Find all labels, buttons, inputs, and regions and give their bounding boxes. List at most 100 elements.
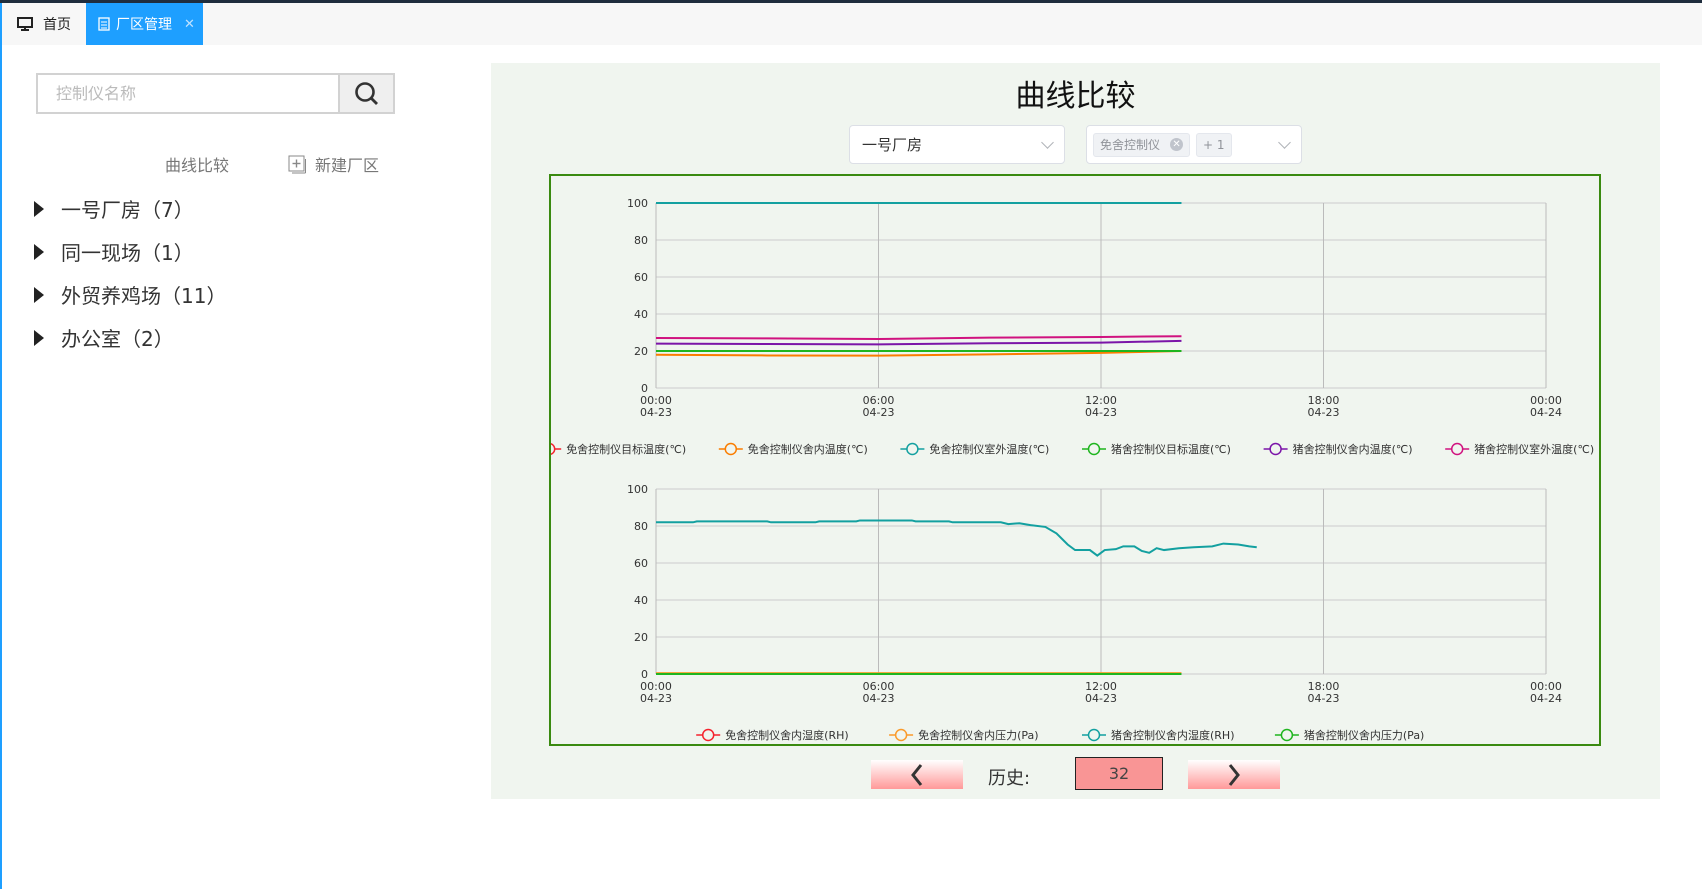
legend-circle-icon xyxy=(1269,442,1282,456)
legend-item[interactable]: 免舍控制仪舍内压力(Pa) xyxy=(889,728,1039,742)
expand-triangle-icon[interactable] xyxy=(34,243,44,260)
history-prev-button[interactable] xyxy=(871,760,963,789)
history-label: 历史: xyxy=(988,768,1031,789)
x-tick-label: 04-23 xyxy=(1085,406,1117,419)
window-top-bar xyxy=(0,0,1702,3)
chevron-down-icon xyxy=(1278,136,1291,149)
y-tick-label: 80 xyxy=(634,234,648,247)
legend-label: 免舍控制仪舍内湿度(RH) xyxy=(725,728,849,742)
legend-circle-icon xyxy=(701,728,715,742)
remove-chip-icon[interactable]: ✕ xyxy=(1170,138,1184,151)
tab-home-label: 首页 xyxy=(43,17,71,33)
more-count-chip: + 1 xyxy=(1196,132,1232,157)
tab-bar: 首页 厂区管理 ✕ xyxy=(2,3,1702,45)
legend-label: 猪舍控制仪舍内温度(℃) xyxy=(1293,442,1413,456)
legend-label: 免舍控制仪舍内温度(℃) xyxy=(748,442,868,456)
y-tick-label: 0 xyxy=(641,668,648,681)
x-tick-label: 04-23 xyxy=(1085,692,1117,705)
series-line xyxy=(655,350,1182,357)
expand-triangle-icon[interactable] xyxy=(34,200,44,217)
legend-circle-icon xyxy=(894,728,908,742)
legend-item[interactable]: 猪舍控制仪舍内压力(Pa) xyxy=(1274,728,1424,742)
chart-1: 02040608010000:0004-2306:0004-2312:0004-… xyxy=(537,197,1594,456)
x-tick-label: 00:00 xyxy=(1530,394,1562,407)
tree-node-chicken-farm[interactable]: 外贸养鸡场（11） xyxy=(34,280,226,309)
controller-multiselect[interactable]: 免舍控制仪 ✕ + 1 xyxy=(1086,125,1302,164)
legend-circle-icon xyxy=(724,442,738,456)
legend-item[interactable]: 猪舍控制仪舍内温度(℃) xyxy=(1263,442,1413,456)
legend-item[interactable]: 免舍控制仪舍内湿度(RH) xyxy=(696,728,849,742)
tree-node-label: 办公室（2） xyxy=(61,327,174,351)
factory-select[interactable]: 一号厂房 xyxy=(849,125,1065,164)
x-tick-label: 04-24 xyxy=(1530,692,1562,705)
factory-select-value: 一号厂房 xyxy=(862,136,923,154)
chart-container: 0 20 40 60 80 100 00:00 04-23 06:00 04-23 12:00 04-… xyxy=(537,174,1601,746)
chevron-right-icon xyxy=(1228,763,1240,786)
y-tick-label: 0 xyxy=(641,382,648,395)
tree-node-label: 同一现场（1） xyxy=(61,241,194,265)
expand-triangle-icon[interactable] xyxy=(34,329,44,346)
chip-label: 免舍控制仪 xyxy=(1100,138,1161,152)
y-tick-label: 60 xyxy=(634,271,648,284)
legend-item[interactable]: 免舍控制仪舍内温度(℃) xyxy=(718,442,868,456)
x-tick-label: 04-23 xyxy=(1308,406,1340,419)
x-tick-label: 06:00 xyxy=(863,394,895,407)
legend-circle-icon xyxy=(906,442,919,456)
x-tick-label: 04-23 xyxy=(863,406,895,419)
x-tick-label: 06:00 xyxy=(863,680,895,693)
history-next-button[interactable] xyxy=(1188,760,1280,789)
document-icon xyxy=(98,17,110,31)
y-tick-label: 20 xyxy=(634,345,648,358)
y-tick-label: 80 xyxy=(634,520,648,533)
close-tab-icon[interactable]: ✕ xyxy=(184,16,195,32)
x-tick-label: 12:00 xyxy=(1085,394,1117,407)
curve-compare-link[interactable]: 曲线比较 xyxy=(165,156,230,175)
add-box-icon xyxy=(288,155,306,173)
legend-label: 猪舍控制仪室外温度(℃) xyxy=(1474,442,1594,456)
legend-item[interactable]: 猪舍控制仪目标温度(℃) xyxy=(1082,442,1231,456)
tree-node-building-1[interactable]: 一号厂房（7） xyxy=(34,194,194,223)
legend-item[interactable]: 免舍控制仪室外温度(℃) xyxy=(900,442,1049,456)
x-tick-label: 04-24 xyxy=(1530,406,1562,419)
new-area-button[interactable]: 新建厂区 xyxy=(288,152,379,176)
charts-svg: 02040608010000:0004-2306:0004-2312:0004-… xyxy=(537,197,1594,742)
expand-triangle-icon[interactable] xyxy=(34,286,44,303)
series-line xyxy=(655,335,1182,340)
chevron-down-icon xyxy=(1041,136,1054,149)
tree-node-label: 外贸养鸡场（11） xyxy=(61,284,227,308)
search-icon xyxy=(354,81,378,105)
legend-circle-icon xyxy=(542,442,556,456)
chart-2: 02040608010000:0004-2306:0004-2312:0004-… xyxy=(627,483,1562,742)
legend-circle-icon xyxy=(1280,728,1294,742)
x-tick-label: 18:00 xyxy=(1308,680,1340,693)
x-tick-label: 04-23 xyxy=(863,692,895,705)
x-tick-label: 00:00 xyxy=(1530,680,1562,693)
legend-item[interactable]: 猪舍控制仪舍内湿度(RH) xyxy=(1082,728,1235,742)
tree-node-same-site[interactable]: 同一现场（1） xyxy=(34,237,194,266)
legend-circle-icon xyxy=(1450,442,1464,456)
legend-item[interactable]: 猪舍控制仪室外温度(℃) xyxy=(1445,442,1594,456)
legend-circle-icon xyxy=(1087,728,1101,742)
new-area-label: 新建厂区 xyxy=(315,156,380,175)
legend-item[interactable]: 免舍控制仪目标温度(℃) xyxy=(537,442,686,456)
x-tick-label: 04-23 xyxy=(1308,692,1340,705)
legend-label: 猪舍控制仪舍内压力(Pa) xyxy=(1304,728,1424,742)
legend-label: 免舍控制仪目标温度(℃) xyxy=(566,442,686,456)
legend-label: 免舍控制仪室外温度(℃) xyxy=(929,442,1049,456)
x-tick-label: 00:00 xyxy=(640,680,672,693)
left-accent-border xyxy=(0,3,2,889)
search-button[interactable] xyxy=(338,75,393,112)
tab-home[interactable]: 首页 xyxy=(2,3,86,45)
x-tick-label: 04-23 xyxy=(640,406,672,419)
x-tick-label: 12:00 xyxy=(1085,680,1117,693)
y-tick-label: 40 xyxy=(634,308,648,321)
history-input[interactable] xyxy=(1075,757,1163,790)
legend-label: 免舍控制仪舍内压力(Pa) xyxy=(918,728,1038,742)
y-tick-label: 60 xyxy=(634,557,648,570)
legend-label: 猪舍控制仪舍内湿度(RH) xyxy=(1111,728,1235,742)
search-input[interactable] xyxy=(38,75,340,112)
y-tick-label: 20 xyxy=(634,631,648,644)
tree-node-office[interactable]: 办公室（2） xyxy=(34,323,174,352)
tab-area-management[interactable]: 厂区管理 ✕ xyxy=(86,3,203,45)
legend-circle-icon xyxy=(1087,442,1101,456)
